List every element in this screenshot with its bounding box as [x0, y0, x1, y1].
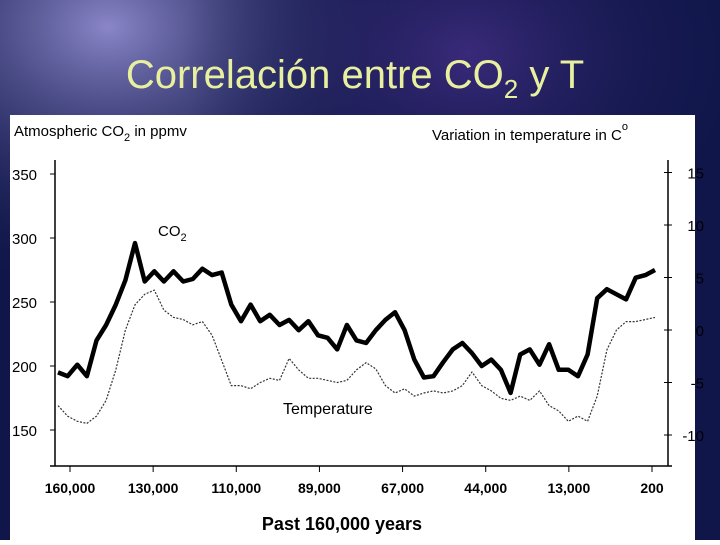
y-tick-label: 350: [12, 167, 37, 184]
label-subscript: 2: [124, 132, 130, 144]
x-tick-label: 13,000: [547, 480, 590, 496]
x-tick-label: 200: [640, 480, 664, 496]
y-tick-label: 200: [12, 359, 37, 376]
annotation-text: CO: [158, 223, 181, 240]
title-text: Correlación entre CO: [126, 53, 504, 97]
x-tick-label: 89,000: [298, 480, 341, 496]
annotation-subscript: 2: [181, 232, 187, 244]
y-tick-label: 250: [12, 295, 37, 312]
x-tick-label: 160,000: [45, 480, 96, 496]
label-text: Variation in temperature in C: [432, 127, 622, 144]
y2-tick-label: 15: [687, 166, 704, 183]
y2-tick-label: 0: [696, 323, 704, 340]
series-annotation: Temperature: [283, 401, 373, 418]
x-tick-label: 44,000: [464, 480, 507, 496]
y-tick-label: 300: [12, 231, 37, 248]
slide-title: Correlación entre CO2 y T: [126, 53, 584, 104]
series-annotation: CO2: [158, 223, 187, 244]
title-subscript: 2: [504, 74, 518, 104]
y-axis-label: Atmospheric CO2 in ppmv: [14, 123, 187, 144]
y2-tick-label: 10: [687, 218, 704, 235]
series-line: [57, 289, 656, 424]
label-superscript: o: [622, 121, 628, 133]
x-tick-label: 67,000: [381, 480, 424, 496]
x-tick-label: 110,000: [211, 480, 261, 496]
label-text: in ppmv: [130, 123, 187, 140]
series-line: [57, 240, 657, 396]
title-text: y T: [518, 53, 584, 97]
y-tick-label: 150: [12, 423, 37, 440]
label-text: Atmospheric CO: [14, 123, 124, 140]
y2-tick-label: -10: [682, 428, 704, 445]
x-tick-label: 130,000: [128, 480, 179, 496]
y2-tick-label: -5: [691, 376, 704, 393]
x-axis-label: Past 160,000 years: [262, 514, 422, 534]
y2-axis-label: Variation in temperature in Co: [432, 121, 628, 144]
y2-tick-label: 5: [696, 271, 704, 288]
chart-panel: [10, 115, 695, 540]
